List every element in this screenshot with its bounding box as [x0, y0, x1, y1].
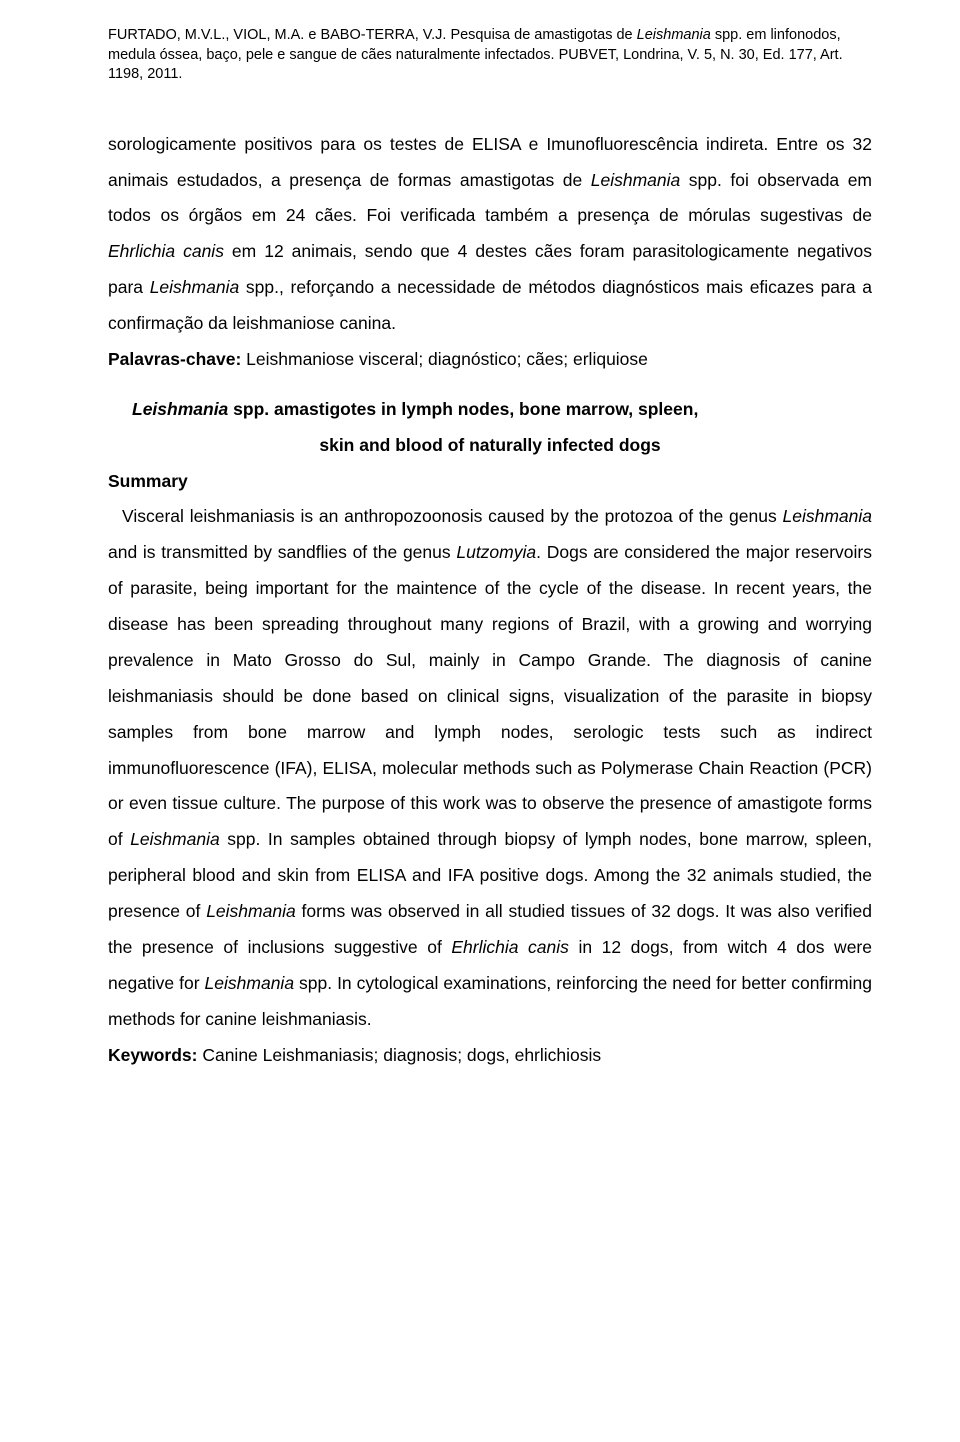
title-en-italic: Leishmania	[132, 399, 228, 419]
document-page: FURTADO, M.V.L., VIOL, M.A. e BABO-TERRA…	[0, 0, 960, 1133]
abstract-pt: sorologicamente positivos para os testes…	[108, 127, 872, 342]
abstract-pt-text: sorologicamente positivos para os testes…	[108, 127, 872, 342]
keywords-en-text: Canine Leishmaniasis; diagnosis; dogs, e…	[197, 1045, 601, 1065]
citation-header: FURTADO, M.V.L., VIOL, M.A. e BABO-TERRA…	[108, 26, 872, 85]
summary-text: Visceral leishmaniasis is an anthropozoo…	[108, 499, 872, 1037]
title-en-rest: spp. amastigotes in lymph nodes, bone ma…	[228, 399, 698, 419]
summary-label: Summary	[108, 464, 872, 500]
keywords-pt: Palavras-chave: Leishmaniose visceral; d…	[108, 342, 872, 378]
keywords-pt-text: Leishmaniose visceral; diagnóstico; cães…	[241, 349, 648, 369]
keywords-en-label: Keywords:	[108, 1045, 197, 1065]
keywords-pt-label: Palavras-chave:	[108, 349, 241, 369]
keywords-en: Keywords: Canine Leishmaniasis; diagnosi…	[108, 1038, 872, 1074]
title-en-line1: Leishmania spp. amastigotes in lymph nod…	[132, 392, 872, 428]
title-en-line2: skin and blood of naturally infected dog…	[108, 428, 872, 464]
